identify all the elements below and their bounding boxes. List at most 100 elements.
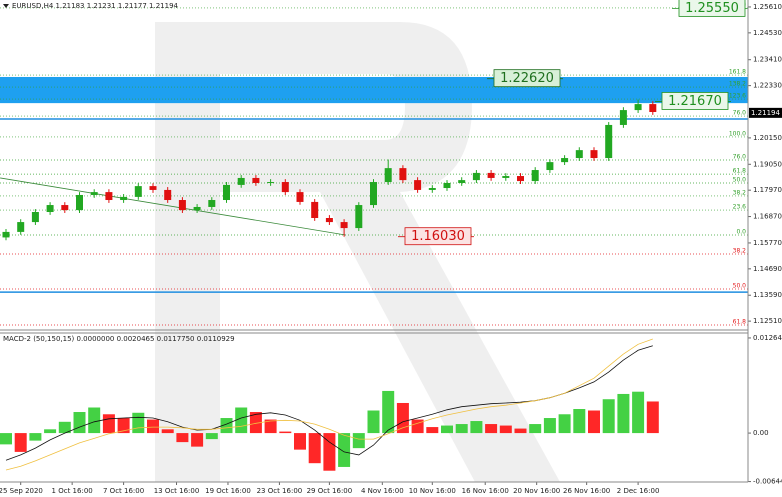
x-tick-label: 26 Nov 16:00 [563, 487, 610, 495]
menu-triangle[interactable] [3, 4, 9, 8]
price-zone [0, 76, 748, 104]
y-tick-label: 1.12510 [753, 317, 782, 325]
candle-body [2, 231, 10, 238]
fibo-label: 61.8 [733, 168, 747, 175]
x-tick-label: 19 Oct 16:00 [205, 487, 251, 495]
candle-body [325, 218, 333, 223]
fibo-label: 76.0 [733, 153, 747, 160]
y-tick-label: 1.24530 [753, 29, 782, 37]
fibo-label: 100.0 [729, 130, 746, 137]
histogram-bar [176, 433, 189, 443]
histogram-bar [161, 429, 174, 434]
x-tick-label: 2 Dec 16:00 [617, 487, 660, 495]
y-tick-label: 1.13590 [753, 291, 782, 299]
candle-body [502, 176, 510, 178]
fibo-label: 123.6 [729, 93, 746, 100]
y-tick-label: 1.25610 [753, 3, 782, 11]
fibo-label: 38.2 [733, 189, 747, 196]
annotation-box [678, 0, 746, 17]
y-tick-label: 0.0126426 [753, 334, 782, 342]
candle-body [619, 110, 627, 125]
histogram-bar [558, 414, 571, 434]
histogram-bar [279, 431, 292, 434]
candle-body [590, 150, 598, 159]
x-tick-label: 1 Oct 16:00 [52, 487, 93, 495]
watermark-bowl [220, 22, 472, 192]
candle-body [546, 162, 554, 171]
histogram-bar [411, 419, 424, 434]
annotation-label: 1.16030 [411, 229, 465, 244]
histogram-bar [338, 433, 351, 467]
candle-body [399, 168, 407, 181]
y-tick-label: 1.19050 [753, 160, 782, 168]
candle-body [31, 212, 39, 223]
candle-body [649, 104, 657, 112]
histogram-bar [73, 412, 86, 434]
x-tick-label: 25 Sep 2020 [0, 487, 43, 495]
x-tick-label: 4 Nov 16:00 [361, 487, 404, 495]
histogram-bar [191, 433, 204, 447]
annotation-box [404, 227, 472, 246]
fibo-label: 61.8 [733, 318, 747, 325]
x-tick-label: 20 Nov 16:00 [513, 487, 560, 495]
histogram-bar [102, 414, 115, 434]
histogram-bar [426, 427, 439, 434]
candle-body [252, 177, 260, 183]
histogram-bar [617, 393, 630, 434]
y-tick-label: 1.16870 [753, 213, 782, 221]
histogram-bar [602, 399, 615, 434]
indicator-title: MACD-2 (50,150,15) 0.0000000 0.0020465 0… [3, 335, 235, 343]
trendline [0, 177, 346, 236]
watermark-leg [320, 192, 560, 482]
fibo-label: 161.8 [729, 69, 746, 76]
histogram-bar [543, 418, 556, 434]
histogram-bar [485, 424, 498, 434]
candle-body [193, 206, 201, 211]
x-tick-label: 23 Oct 16:00 [257, 487, 303, 495]
candle-body [605, 124, 613, 159]
annotation-label: 1.25550 [685, 1, 739, 16]
histogram-bar [58, 421, 71, 434]
fibo-label: 38.2 [733, 247, 747, 254]
candle-body [311, 201, 319, 219]
candle-body [487, 172, 495, 178]
candle-body [178, 200, 186, 211]
histogram-bar [132, 412, 145, 434]
fibo-label: 138.2 [729, 81, 746, 88]
histogram-bar [632, 391, 645, 434]
candle-body [531, 170, 539, 182]
histogram-bar [29, 433, 42, 441]
x-tick-label: 13 Oct 16:00 [154, 487, 200, 495]
candle-body [223, 184, 230, 201]
histogram-bar [44, 429, 57, 434]
histogram-bar [88, 407, 101, 434]
candle-body [443, 182, 451, 189]
histogram-bar [205, 433, 218, 440]
histogram-bar [573, 409, 586, 434]
x-tick-label: 29 Oct 16:00 [307, 487, 353, 495]
histogram-bar [382, 390, 395, 434]
candle-body [90, 192, 98, 195]
y-tick-label: 0.00 [753, 429, 769, 437]
current-price: 1.21194 [751, 109, 780, 117]
x-tick-label: 10 Nov 16:00 [409, 487, 456, 495]
y-tick-label: 1.23410 [753, 56, 782, 64]
candle-body [384, 168, 392, 183]
histogram-bar [470, 421, 483, 434]
candle-body [296, 192, 304, 202]
histogram-bar [588, 410, 600, 434]
candle-body [134, 186, 142, 197]
candle-body [634, 104, 642, 111]
y-tick-label: -0.006444 [753, 478, 782, 486]
annotation-box [493, 69, 561, 88]
histogram-bar [441, 425, 453, 434]
candle-body [105, 192, 113, 201]
current-price-box [749, 107, 782, 118]
macd-line [5, 338, 653, 471]
y-tick-label: 1.14690 [753, 265, 782, 273]
histogram-bar [646, 401, 659, 434]
histogram-bar [396, 402, 409, 434]
histogram-bar [117, 418, 130, 434]
